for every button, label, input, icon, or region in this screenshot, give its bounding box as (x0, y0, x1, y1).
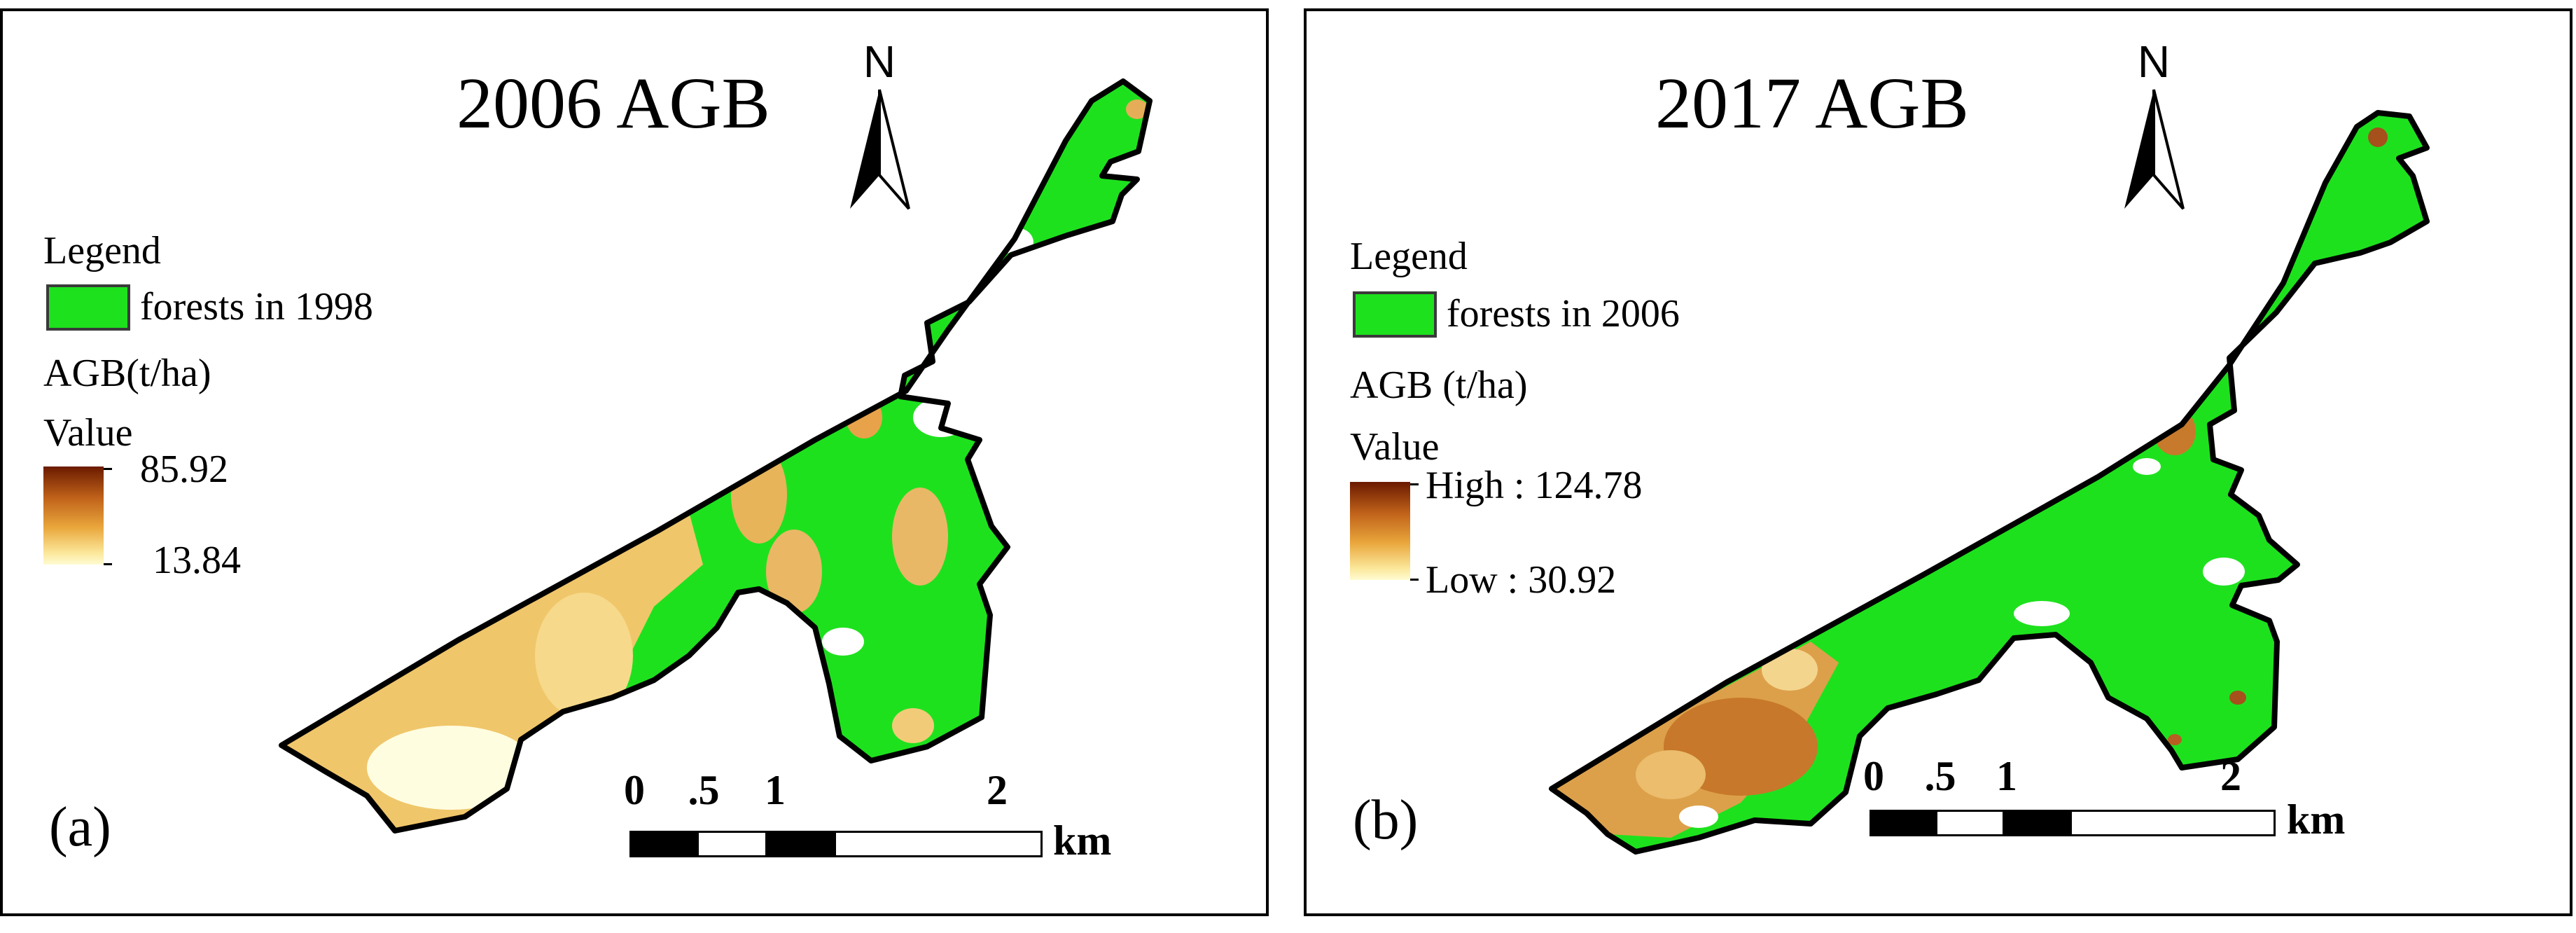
north-label-b: N (2137, 36, 2171, 87)
scale-bar-b (1870, 810, 2276, 836)
scale-label-2-b: 2 (2220, 753, 2241, 799)
north-arrow-icon (2124, 89, 2185, 210)
map-title-a: 2006 AGB (457, 63, 770, 144)
scale-label-half-a: .5 (688, 767, 720, 813)
ramp-high-value-a: 85.92 (140, 448, 228, 491)
legend-heading-b: Legend (1350, 235, 1468, 278)
scale-label-0-b: 0 (1863, 753, 1884, 799)
legend-heading-a: Legend (43, 229, 161, 272)
ramp-tick-low-b (1410, 579, 1419, 581)
agb-color-ramp-b (1350, 482, 1410, 580)
scale-label-1-a: 1 (765, 767, 786, 813)
forest-label-b: forests in 2006 (1447, 292, 1680, 336)
scale-label-0-a: 0 (624, 767, 645, 813)
panel-letter-a: (a) (49, 796, 111, 858)
study-area-boundary-b (1549, 110, 2430, 855)
scale-unit-a: km (1053, 817, 1112, 864)
study-area-boundary-a (279, 78, 1153, 834)
forest-swatch-b (1353, 291, 1437, 338)
ramp-high-value-b: High : 124.78 (1426, 464, 1643, 507)
scale-label-1-b: 1 (1996, 753, 2017, 799)
panel-letter-b: (b) (1353, 789, 1419, 851)
agb-raster-a (281, 81, 1150, 831)
map-panel-a: 2006 AGB N Legend forests in 1998 AGB(t/… (0, 8, 1269, 916)
north-label-a: N (863, 36, 896, 87)
agb-map-a (279, 78, 1153, 834)
ramp-low-value-b: Low : 30.92 (1426, 558, 1617, 602)
agb-color-ramp-a (43, 466, 104, 565)
agb-map-b (1549, 110, 2430, 855)
north-arrow-icon (850, 89, 910, 210)
ramp-tick-high-b (1410, 483, 1419, 485)
value-label-b: Value (1350, 425, 1440, 469)
ramp-low-value-a: 13.84 (153, 539, 241, 582)
agb-label-a: AGB(t/ha) (43, 352, 211, 395)
scale-bar-a (629, 831, 1043, 857)
scale-label-half-b: .5 (1924, 753, 1956, 799)
ramp-tick-high-a (104, 468, 112, 470)
agb-label-b: AGB (t/ha) (1350, 364, 1528, 407)
map-title-b: 2017 AGB (1655, 63, 1969, 144)
ramp-tick-low-a (104, 563, 112, 565)
value-label-a: Value (43, 411, 133, 455)
north-arrow-a: N (830, 39, 928, 221)
north-arrow-b: N (2105, 39, 2203, 221)
forest-label-a: forests in 1998 (140, 285, 373, 329)
forest-swatch-a (46, 284, 130, 331)
scale-unit-b: km (2287, 796, 2346, 843)
map-panel-b: 2017 AGB N Legend forests in 2006 AGB (t… (1304, 8, 2572, 916)
scale-label-2-a: 2 (987, 767, 1008, 813)
